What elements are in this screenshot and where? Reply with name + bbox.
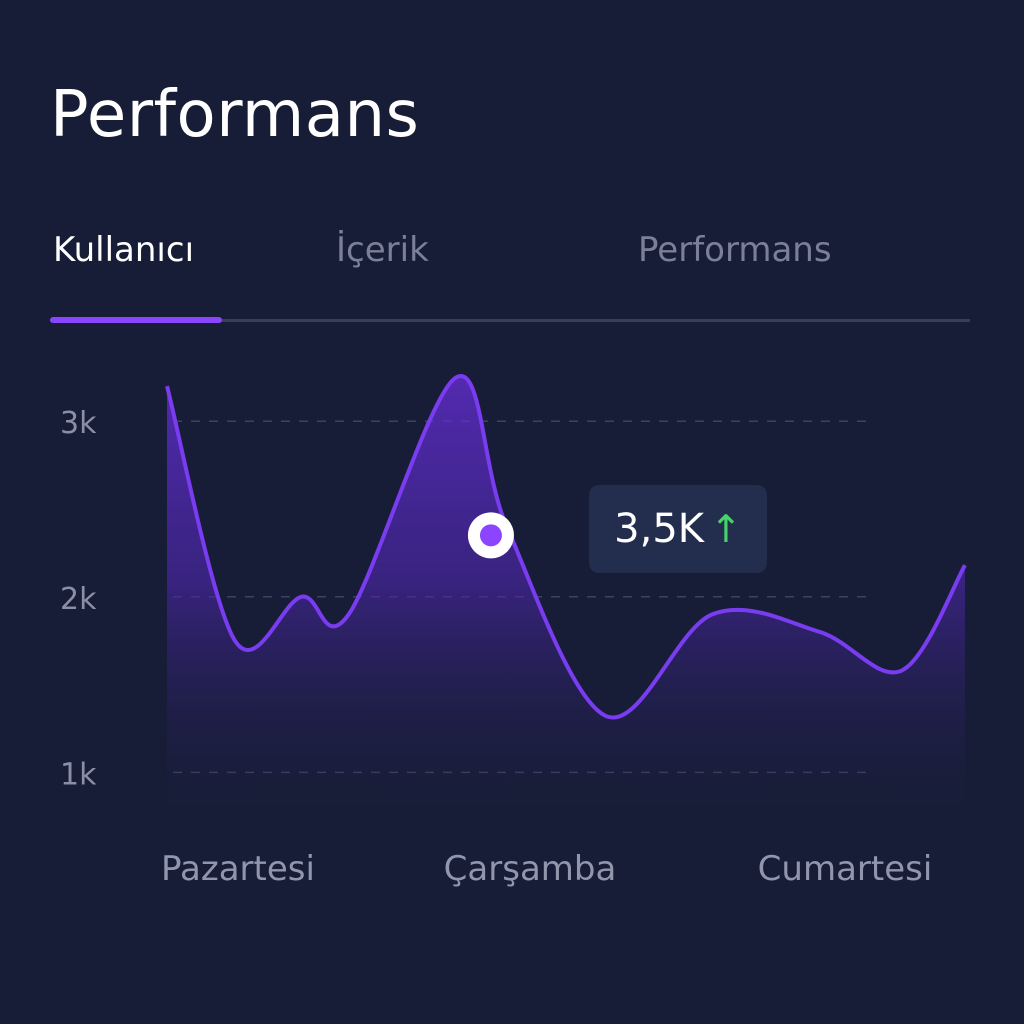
y-tick-label: 3k — [60, 406, 97, 441]
tab-icerik[interactable]: İçerik — [336, 230, 429, 270]
series-line — [165, 374, 967, 720]
area-fill — [167, 375, 965, 830]
tooltip-value: 3,5K — [614, 506, 704, 552]
tab-track — [50, 319, 970, 322]
x-tick-label: Pazartesi — [161, 849, 315, 889]
tab-kullanici[interactable]: Kullanıcı — [53, 230, 195, 270]
value-tooltip: 3,5K ↑ — [589, 485, 767, 573]
arrow-up-icon: ↑ — [710, 507, 742, 551]
highlight-marker-dot — [479, 524, 502, 547]
y-tick-label: 2k — [60, 582, 97, 617]
page-title: Performans — [50, 78, 420, 152]
x-tick-label: Çarşamba — [444, 849, 617, 889]
y-tick-label: 1k — [60, 757, 97, 792]
tab-active-indicator — [50, 317, 222, 323]
tab-performans[interactable]: Performans — [638, 230, 832, 270]
x-tick-label: Cumartesi — [758, 849, 933, 889]
